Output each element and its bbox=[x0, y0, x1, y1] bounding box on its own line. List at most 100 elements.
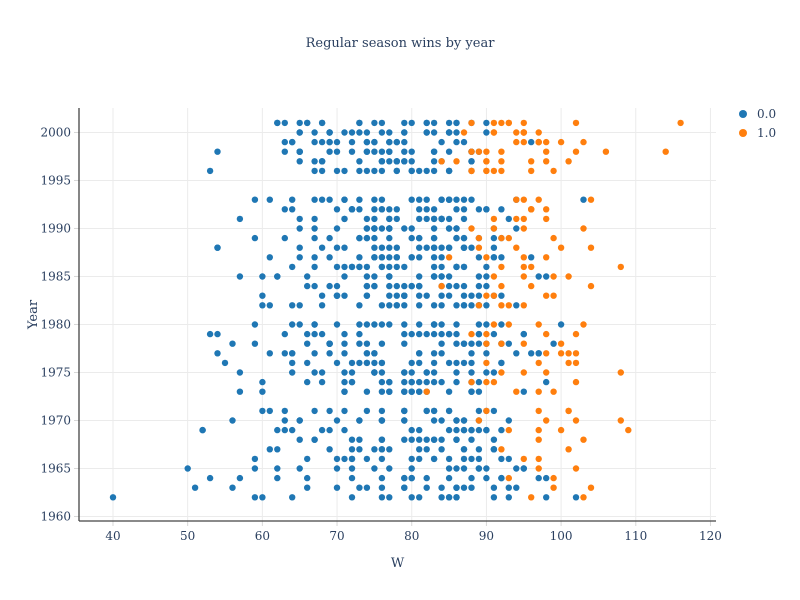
data-point[interactable] bbox=[430, 206, 438, 213]
data-point[interactable] bbox=[498, 426, 505, 434]
data-point[interactable] bbox=[378, 484, 386, 491]
data-point[interactable] bbox=[490, 292, 498, 299]
data-point[interactable] bbox=[468, 302, 475, 309]
data-point[interactable] bbox=[341, 196, 348, 203]
data-point[interactable] bbox=[483, 302, 490, 309]
data-point[interactable] bbox=[378, 148, 386, 155]
data-point[interactable] bbox=[513, 302, 520, 309]
data-point[interactable] bbox=[393, 158, 400, 165]
data-point[interactable] bbox=[304, 455, 311, 463]
data-point[interactable] bbox=[475, 330, 483, 338]
data-point[interactable] bbox=[572, 359, 580, 367]
data-point[interactable] bbox=[475, 292, 483, 299]
data-point[interactable] bbox=[348, 465, 356, 472]
data-point[interactable] bbox=[236, 474, 244, 482]
data-point[interactable] bbox=[453, 484, 460, 491]
data-point[interactable] bbox=[490, 215, 498, 223]
data-point[interactable] bbox=[363, 407, 371, 415]
data-point[interactable] bbox=[386, 138, 393, 146]
data-point[interactable] bbox=[408, 359, 415, 367]
data-point[interactable] bbox=[378, 225, 386, 232]
data-point[interactable] bbox=[356, 484, 363, 491]
data-point[interactable] bbox=[408, 455, 415, 463]
data-point[interactable] bbox=[296, 254, 303, 261]
data-point[interactable] bbox=[416, 215, 423, 223]
data-point[interactable] bbox=[393, 206, 400, 213]
data-point[interactable] bbox=[371, 148, 378, 155]
data-point[interactable] bbox=[251, 234, 259, 242]
data-point[interactable] bbox=[311, 321, 318, 328]
data-point[interactable] bbox=[580, 436, 587, 443]
data-point[interactable] bbox=[333, 417, 341, 424]
data-point[interactable] bbox=[341, 455, 348, 463]
data-point[interactable] bbox=[333, 484, 341, 491]
data-point[interactable] bbox=[468, 292, 475, 299]
data-point[interactable] bbox=[371, 196, 378, 203]
data-point[interactable] bbox=[318, 378, 326, 386]
data-point[interactable] bbox=[460, 282, 468, 290]
data-point[interactable] bbox=[401, 292, 408, 299]
data-point[interactable] bbox=[520, 215, 527, 223]
data-point[interactable] bbox=[543, 215, 550, 223]
data-point[interactable] bbox=[356, 129, 363, 136]
data-point[interactable] bbox=[505, 302, 512, 309]
data-point[interactable] bbox=[438, 340, 445, 347]
data-point[interactable] bbox=[416, 378, 423, 386]
data-point[interactable] bbox=[386, 465, 393, 472]
data-point[interactable] bbox=[371, 167, 378, 175]
data-point[interactable] bbox=[363, 263, 371, 271]
data-point[interactable] bbox=[401, 129, 408, 136]
data-point[interactable] bbox=[460, 340, 468, 347]
data-point[interactable] bbox=[304, 474, 311, 482]
data-point[interactable] bbox=[333, 244, 341, 251]
data-point[interactable] bbox=[490, 167, 498, 175]
data-point[interactable] bbox=[318, 167, 326, 175]
data-point[interactable] bbox=[378, 378, 386, 386]
data-point[interactable] bbox=[363, 340, 371, 347]
data-point[interactable] bbox=[274, 119, 281, 127]
data-point[interactable] bbox=[423, 215, 430, 223]
data-point[interactable] bbox=[460, 446, 468, 453]
data-point[interactable] bbox=[311, 369, 318, 376]
data-point[interactable] bbox=[393, 302, 400, 309]
data-point[interactable] bbox=[475, 446, 483, 453]
data-point[interactable] bbox=[468, 378, 475, 386]
data-point[interactable] bbox=[393, 292, 400, 299]
data-point[interactable] bbox=[416, 273, 423, 280]
data-point[interactable] bbox=[572, 330, 580, 338]
data-point[interactable] bbox=[483, 340, 490, 347]
data-point[interactable] bbox=[281, 426, 288, 434]
data-point[interactable] bbox=[550, 474, 557, 482]
data-point[interactable] bbox=[543, 378, 550, 386]
data-point[interactable] bbox=[438, 244, 445, 251]
data-point[interactable] bbox=[408, 148, 415, 155]
data-point[interactable] bbox=[460, 302, 468, 309]
data-point[interactable] bbox=[505, 494, 512, 501]
data-point[interactable] bbox=[572, 417, 580, 424]
data-point[interactable] bbox=[318, 138, 326, 146]
data-point[interactable] bbox=[453, 369, 460, 376]
data-point[interactable] bbox=[408, 196, 415, 203]
data-point[interactable] bbox=[259, 407, 266, 415]
data-point[interactable] bbox=[445, 474, 453, 482]
data-point[interactable] bbox=[572, 119, 580, 127]
data-point[interactable] bbox=[236, 273, 244, 280]
data-point[interactable] bbox=[460, 215, 468, 223]
data-point[interactable] bbox=[550, 234, 557, 242]
data-point[interactable] bbox=[475, 254, 483, 261]
data-point[interactable] bbox=[289, 359, 296, 367]
data-point[interactable] bbox=[348, 148, 356, 155]
data-point[interactable] bbox=[438, 350, 445, 357]
data-point[interactable] bbox=[378, 446, 386, 453]
data-point[interactable] bbox=[468, 119, 475, 127]
data-point[interactable] bbox=[326, 129, 333, 136]
data-point[interactable] bbox=[430, 148, 438, 155]
data-point[interactable] bbox=[214, 330, 221, 338]
data-point[interactable] bbox=[356, 359, 363, 367]
data-point[interactable] bbox=[221, 359, 229, 367]
data-point[interactable] bbox=[401, 436, 408, 443]
data-point[interactable] bbox=[401, 474, 408, 482]
data-point[interactable] bbox=[401, 119, 408, 127]
data-point[interactable] bbox=[311, 225, 318, 232]
data-point[interactable] bbox=[543, 494, 550, 501]
